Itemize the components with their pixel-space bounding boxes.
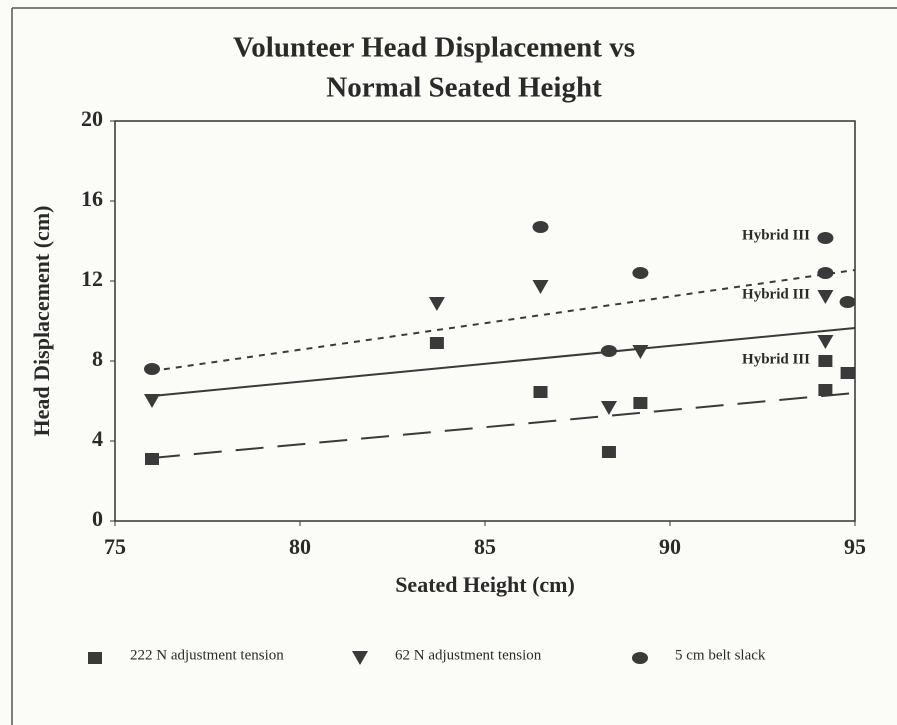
point	[840, 367, 855, 379]
point	[817, 267, 834, 279]
chart-title: Volunteer Head Displacement vs	[233, 32, 635, 64]
point	[428, 297, 445, 311]
point	[600, 345, 617, 357]
legend-marker	[88, 652, 102, 664]
point	[144, 363, 160, 375]
plot-frame	[114, 120, 856, 522]
point	[429, 337, 444, 349]
legend-label: 5 cm belt slack	[675, 647, 766, 663]
annotation: Hybrid III	[742, 227, 810, 243]
y-tick-label: 20	[81, 106, 103, 131]
point	[532, 221, 549, 233]
legend-label: 222 N adjustment tension	[130, 647, 284, 663]
point	[633, 397, 648, 409]
point	[818, 355, 833, 367]
x-tick-label: 85	[474, 534, 496, 559]
x-axis-label: Seated Height (cm)	[395, 572, 575, 597]
point	[632, 267, 649, 279]
point	[533, 386, 548, 398]
x-tick-label: 95	[844, 534, 866, 559]
x-tick-label: 80	[289, 534, 311, 559]
point	[601, 446, 616, 458]
annotation: Hybrid III	[742, 286, 810, 302]
legend-marker	[352, 651, 368, 665]
point	[632, 345, 649, 359]
y-tick-label: 16	[81, 186, 103, 211]
x-tick-label: 90	[659, 534, 681, 559]
point	[818, 384, 833, 396]
point	[817, 335, 834, 349]
point	[532, 280, 549, 294]
point	[839, 296, 856, 308]
chart-title: Normal Seated Height	[326, 72, 602, 104]
point	[145, 453, 159, 465]
annotation: Hybrid III	[742, 351, 810, 367]
legend-label: 62 N adjustment tension	[395, 647, 542, 663]
x-tick-label: 75	[104, 534, 126, 559]
y-axis-label: Head Displacement (cm)	[29, 206, 54, 437]
y-tick-label: 8	[92, 346, 103, 371]
point	[817, 290, 834, 304]
trend-line	[151, 392, 856, 459]
legend-marker	[632, 652, 648, 664]
trend-line	[151, 327, 856, 397]
point	[817, 232, 834, 244]
y-tick-label: 0	[92, 506, 103, 531]
trend-line	[151, 269, 856, 372]
y-tick-label: 12	[81, 266, 103, 291]
point	[600, 401, 617, 415]
point	[144, 394, 160, 408]
y-tick-label: 4	[92, 426, 103, 451]
